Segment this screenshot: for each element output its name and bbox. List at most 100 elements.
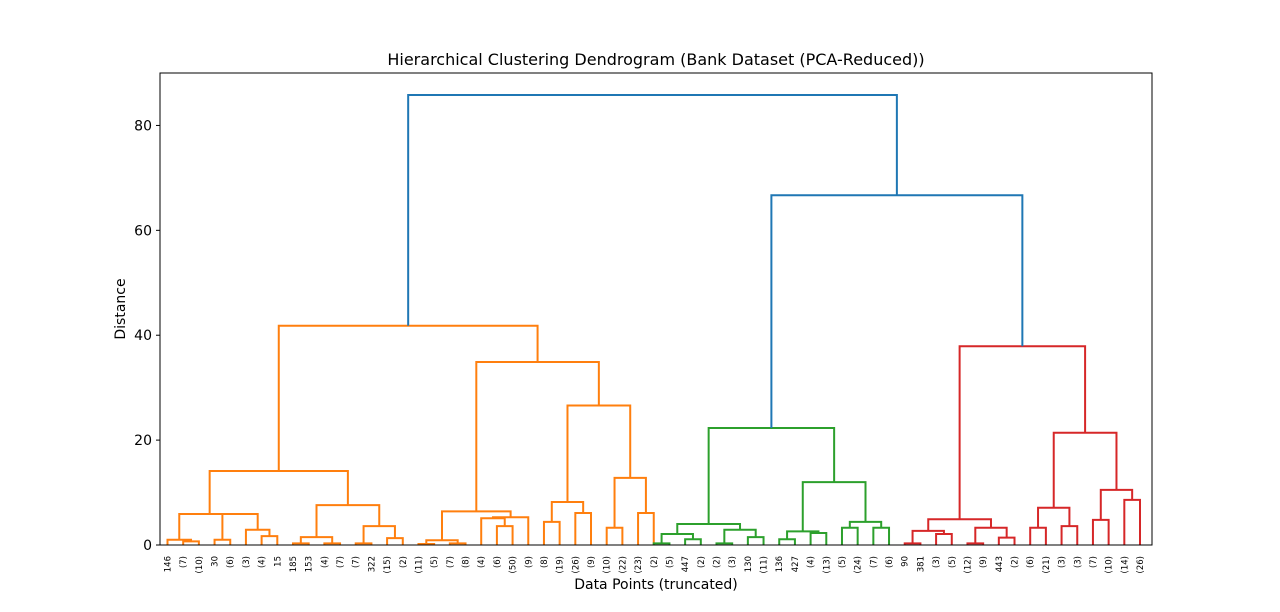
leaf-label: (4) (258, 556, 268, 568)
leaf-label: (14) (1120, 556, 1130, 573)
dendrogram-link (182, 540, 200, 545)
dendrogram-link (652, 542, 671, 545)
dendrogram-link (491, 516, 530, 545)
leaf-label: (6) (885, 556, 895, 568)
leaf-label: (5) (430, 556, 440, 568)
dendrogram-link (746, 536, 765, 545)
leaf-label: (4) (477, 556, 487, 568)
dendrogram-link (809, 531, 828, 545)
leaf-label: (5) (665, 556, 675, 568)
leaf-label: 153 (305, 556, 315, 572)
chart-title: Hierarchical Clustering Dendrogram (Bank… (387, 50, 924, 69)
leaf-label: 381 (916, 556, 926, 572)
dendrogram-link (362, 525, 396, 544)
dendrogram-link (178, 513, 241, 540)
dendrogram-link (974, 526, 1008, 544)
leaf-label: 130 (744, 556, 754, 572)
dendrogram-link (1123, 498, 1141, 545)
dendrogram-links (166, 94, 1141, 545)
dendrogram-link (574, 512, 593, 545)
dendrogram-link (323, 542, 342, 545)
y-tick-label: 0 (143, 538, 152, 554)
dendrogram-link (684, 538, 702, 545)
dendrogram-link (550, 500, 585, 522)
leaf-label: (50) (509, 556, 519, 573)
dendrogram-link (613, 476, 647, 528)
leaf-label: (2) (650, 556, 660, 568)
leaf-label: (10) (603, 556, 613, 573)
leaf-label: 427 (791, 556, 801, 572)
dendrogram-link (542, 520, 561, 545)
leaf-label: 136 (775, 556, 785, 572)
dendrogram-link (354, 542, 373, 545)
dendrogram-link (1029, 526, 1047, 545)
dendrogram-link (440, 510, 512, 541)
dendrogram-link (935, 532, 953, 545)
y-axis-ticks: 0 20 40 60 80 (134, 118, 160, 554)
dendrogram-link (1091, 518, 1110, 545)
leaf-label: 146 (164, 556, 174, 572)
leaf-label: (7) (352, 556, 362, 568)
y-tick-label: 80 (134, 118, 152, 134)
leaf-label: (6) (1026, 556, 1036, 568)
dendrogram-link (958, 345, 1087, 520)
leaf-label: (23) (634, 556, 644, 573)
y-tick-label: 40 (134, 328, 152, 344)
leaf-label: (9) (587, 556, 597, 568)
dendrogram-link (407, 94, 898, 326)
dendrogram-link (997, 536, 1016, 545)
y-tick-label: 60 (134, 223, 152, 239)
leaf-label: (4) (807, 556, 817, 568)
leaf-label: (5) (948, 556, 958, 568)
dendrogram-link (911, 529, 945, 544)
dendrogram-link (244, 528, 271, 545)
dendrogram-link (778, 538, 796, 545)
leaf-label: (11) (414, 556, 424, 573)
x-axis-label: Data Points (truncated) (574, 577, 738, 593)
dendrogram-link (291, 542, 310, 545)
leaf-label: (8) (462, 556, 472, 568)
leaf-label: (9) (979, 556, 989, 568)
leaf-label: (13) (822, 556, 832, 573)
leaf-label: (11) (760, 556, 770, 573)
leaf-label: 322 (367, 556, 377, 572)
leaf-label: (5) (838, 556, 848, 568)
leaf-label: (24) (854, 556, 864, 573)
dendrogram-link (213, 538, 232, 545)
leaf-label: 30 (211, 556, 221, 567)
dendrogram-link (566, 404, 632, 502)
x-axis-ticks: 146 (7) (10) 30 (6) (3) (4) 15 185 153 (4) (7) (7) 32… (164, 556, 1147, 573)
leaf-label: (7) (179, 556, 189, 568)
leaf-label: (3) (242, 556, 252, 568)
dendrogram-link (448, 542, 467, 545)
leaf-label: (10) (195, 556, 205, 573)
leaf-label: (8) (540, 556, 550, 568)
dendrogram-link (480, 517, 506, 545)
leaf-label: (3) (1073, 556, 1083, 568)
leaf-label: (22) (618, 556, 628, 573)
leaf-label: (9) (524, 556, 534, 568)
dendrogram-link (707, 427, 836, 525)
leaf-label: (7) (446, 556, 456, 568)
dendrogram-link (872, 526, 891, 545)
dendrogram-link (840, 526, 859, 545)
dendrogram-link (221, 513, 259, 540)
dendrogram-link (637, 512, 655, 545)
leaf-label: (7) (1089, 556, 1099, 568)
leaf-label: (2) (1011, 556, 1021, 568)
leaf-label: (3) (1058, 556, 1068, 568)
leaf-label: (6) (226, 556, 236, 568)
plot-frame (159, 72, 1153, 546)
leaf-label: (6) (493, 556, 503, 568)
leaf-label: (3) (728, 556, 738, 568)
dendrogram-link (386, 537, 404, 545)
leaf-label: 185 (289, 556, 299, 572)
dendrogram-link (208, 470, 349, 515)
leaf-label: 90 (901, 556, 911, 567)
dendrogram-link (277, 324, 539, 472)
leaf-label: (2) (399, 556, 409, 568)
dendrogram-link (495, 525, 514, 545)
leaf-label: (21) (1042, 556, 1052, 573)
leaf-label: (2) (697, 556, 707, 568)
leaf-label: (10) (1105, 556, 1115, 573)
